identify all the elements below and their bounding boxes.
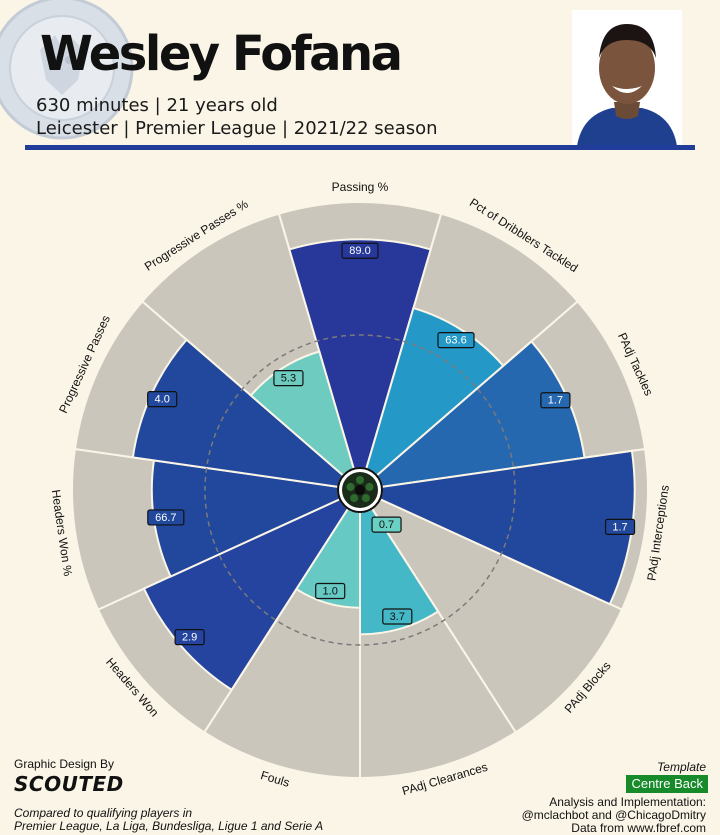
- svg-text:89.0: 89.0: [349, 245, 370, 257]
- comparison-note-line-2: Premier League, La Liga, Bundesliga, Lig…: [14, 819, 324, 833]
- template-label: Template: [657, 760, 706, 774]
- value-label-padj-blocks: 0.7: [371, 516, 402, 533]
- analysis-names: @mclachbot and @ChicagoDmitry: [521, 808, 706, 822]
- player-club-league-season: Leicester | Premier League | 2021/22 sea…: [36, 118, 438, 139]
- svg-text:5.3: 5.3: [281, 373, 296, 385]
- category-label-passing-pct: Passing %: [332, 180, 389, 194]
- svg-text:2.9: 2.9: [182, 632, 197, 644]
- value-label-passing-pct: 89.0: [341, 242, 379, 259]
- value-label-progressive-passes-pct: 5.3: [273, 370, 304, 387]
- value-label-padj-interceptions: 1.7: [604, 518, 636, 535]
- value-label-fouls: 1.0: [315, 582, 346, 600]
- value-label-headers-won: 2.9: [174, 629, 205, 646]
- svg-text:1.0: 1.0: [323, 585, 338, 597]
- player-minutes-age: 630 minutes | 21 years old: [36, 95, 278, 116]
- soccer-ball-icon: [337, 467, 383, 513]
- svg-text:3.7: 3.7: [390, 611, 405, 623]
- value-label-padj-tackles: 1.7: [540, 392, 571, 409]
- reference-ring: [204, 334, 516, 646]
- header-divider: [25, 145, 695, 150]
- svg-text:63.6: 63.6: [445, 335, 466, 347]
- template-badge: Centre Back: [626, 775, 708, 793]
- value-label-headers-won-pct: 66.7: [147, 509, 185, 526]
- value-label-progressive-passes: 4.0: [147, 391, 178, 408]
- svg-text:4.0: 4.0: [155, 394, 170, 406]
- svg-text:66.7: 66.7: [155, 512, 176, 524]
- category-label-fouls: Fouls: [259, 768, 291, 790]
- analysis-label: Analysis and Implementation:: [549, 795, 706, 809]
- value-label-padj-clearances: 3.7: [382, 608, 413, 625]
- scouted-logo: SCOUTED: [14, 772, 124, 796]
- svg-text:1.7: 1.7: [548, 395, 563, 407]
- player-portrait-icon: [572, 10, 682, 146]
- data-source: Data from www.fbref.com: [571, 821, 706, 835]
- svg-text:1.7: 1.7: [612, 521, 627, 533]
- credit-label: Graphic Design By: [14, 757, 115, 771]
- value-label-pct-of-dribblers-tackled: 63.6: [437, 332, 475, 349]
- svg-text:0.7: 0.7: [379, 519, 394, 531]
- leicester-crest-icon: [0, 0, 134, 140]
- comparison-note-line-1: Compared to qualifying players in: [14, 806, 193, 820]
- player-name: Wesley Fofana: [40, 26, 403, 82]
